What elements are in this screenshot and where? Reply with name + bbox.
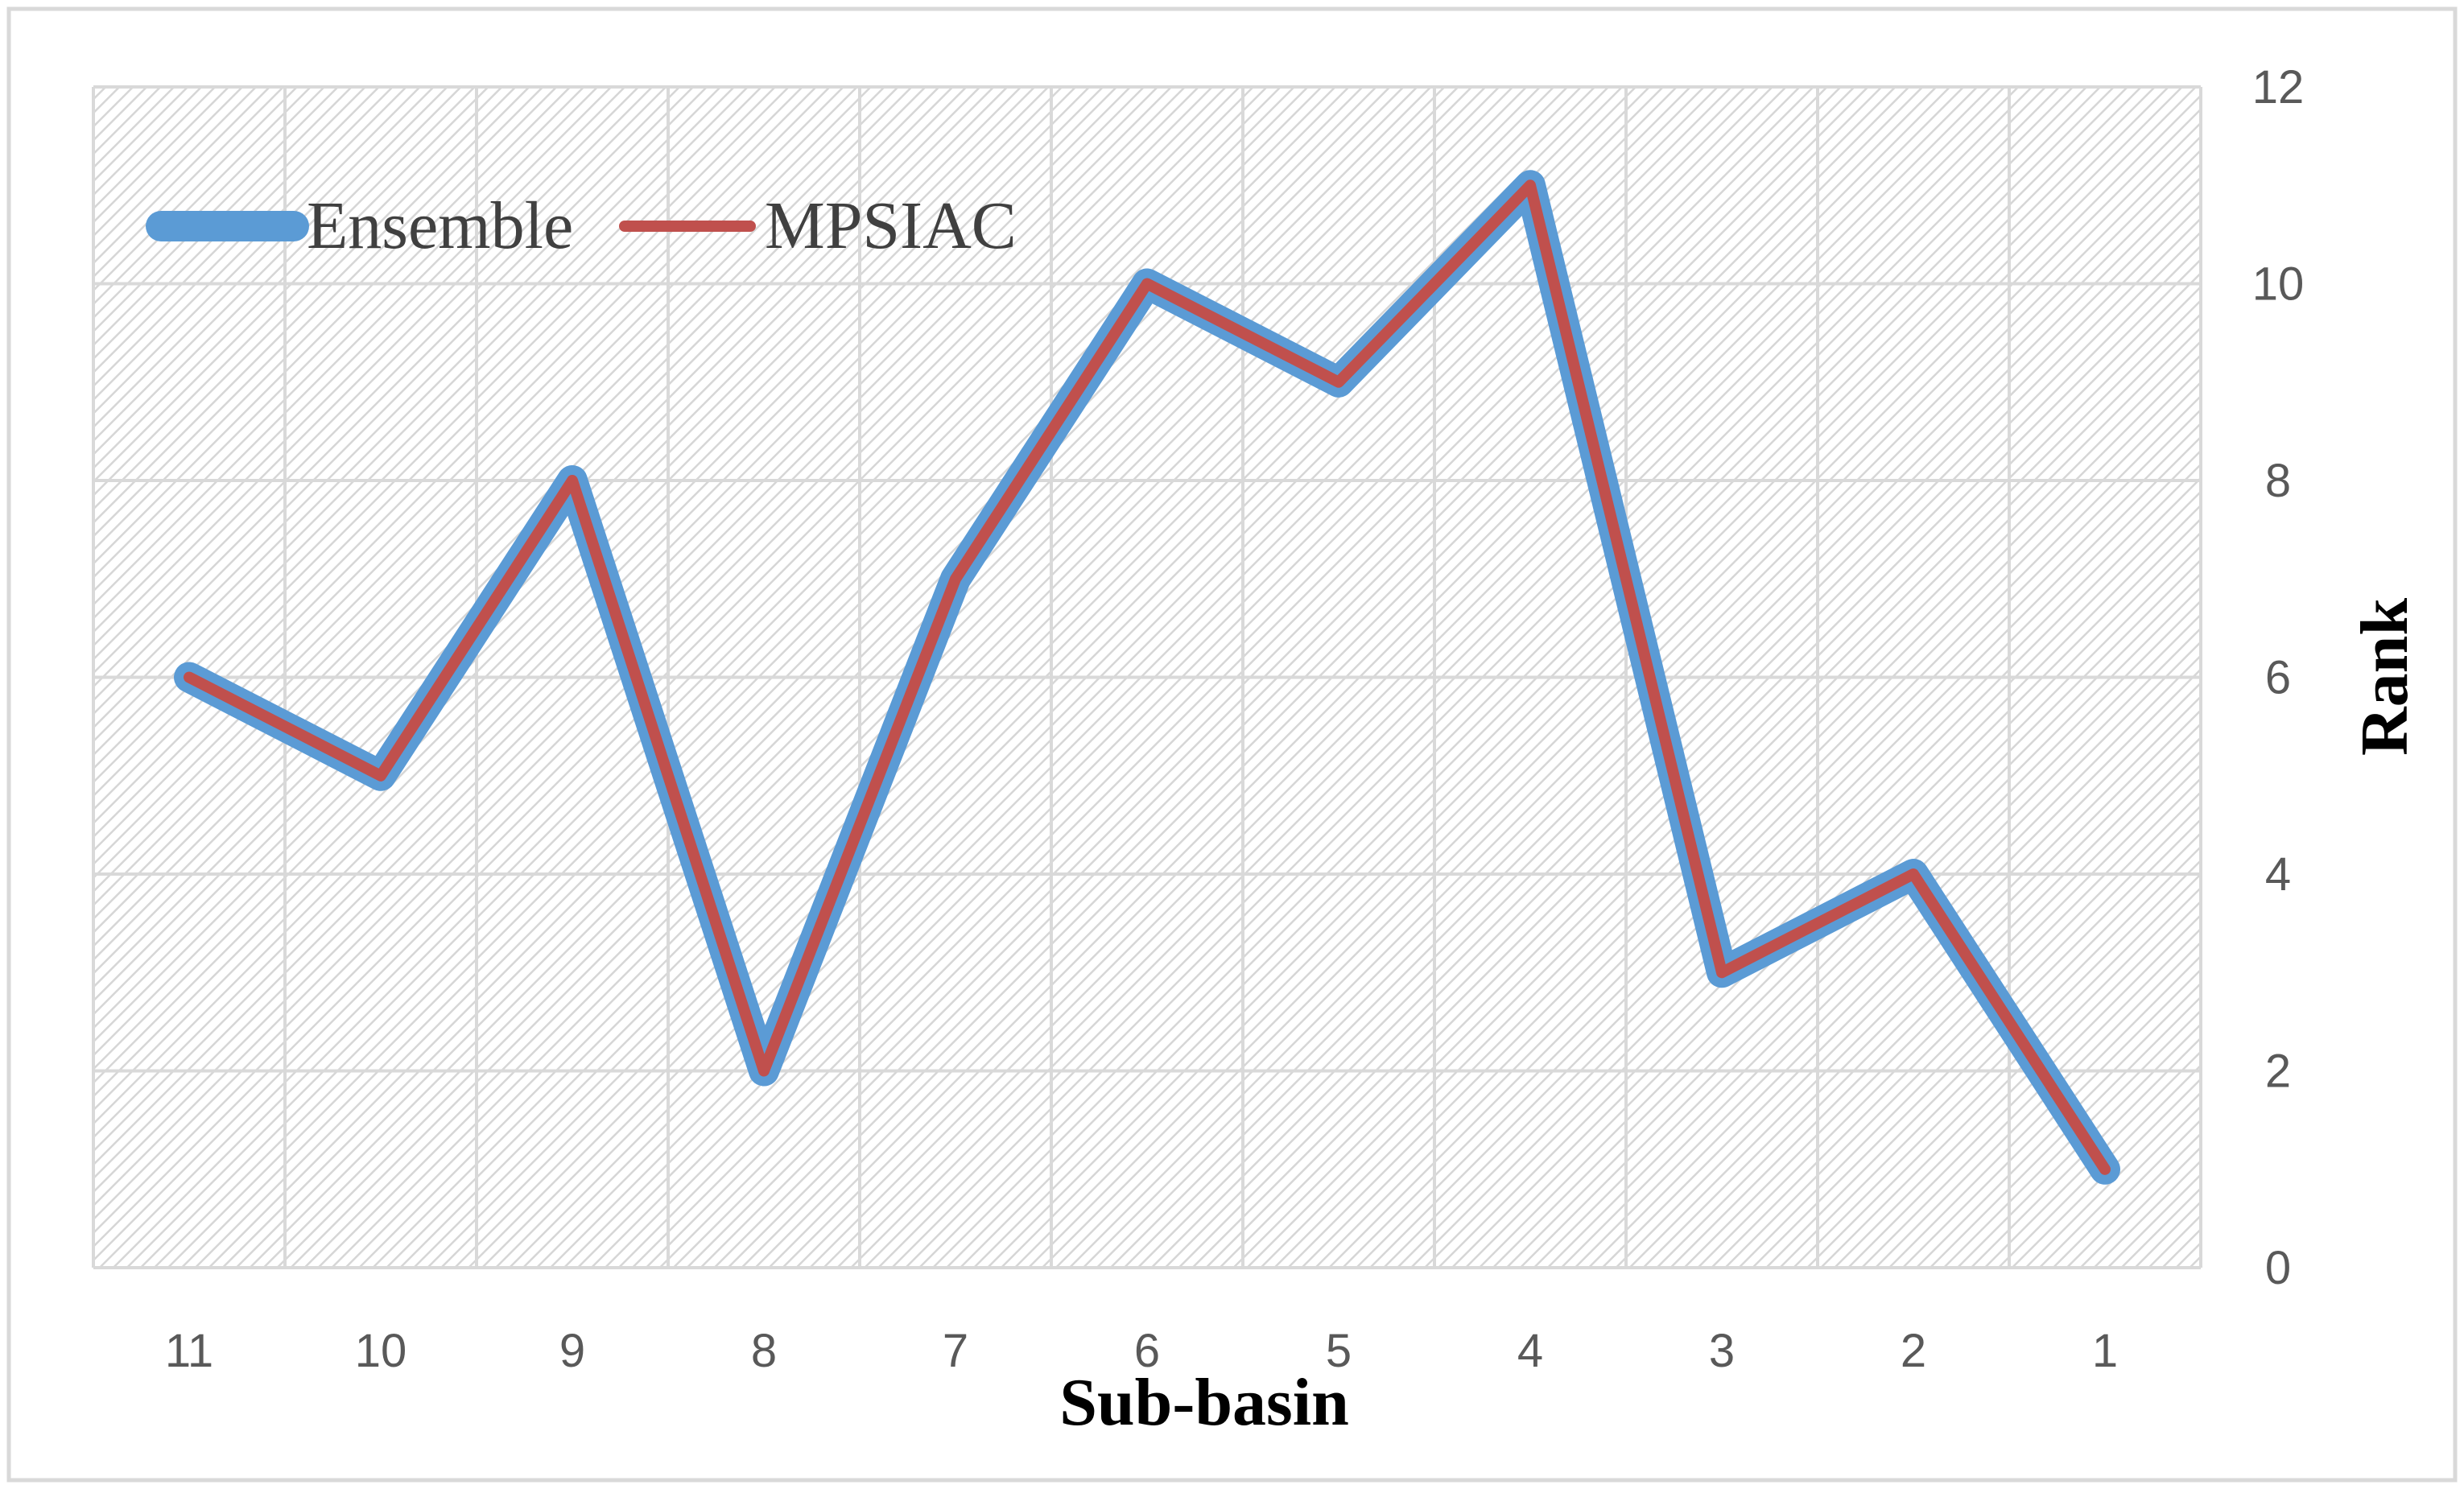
x-tick-label: 4 — [1517, 1325, 1543, 1377]
data-point-mpsiac — [1529, 184, 1532, 187]
x-tick-label: 7 — [943, 1325, 968, 1377]
y-tick-label: 8 — [2265, 455, 2291, 507]
data-point-mpsiac — [379, 774, 382, 777]
x-tick-label: 3 — [1709, 1325, 1735, 1377]
x-tick-label: 6 — [1134, 1325, 1160, 1377]
y-axis-ticks: 0 2 4 6 8 10 12 — [2252, 61, 2305, 1294]
x-tick-label: 8 — [751, 1325, 777, 1377]
data-point-mpsiac — [1912, 872, 1915, 876]
data-point-mpsiac — [188, 676, 191, 679]
y-tick-label: 6 — [2265, 652, 2291, 704]
data-point-mpsiac — [1145, 283, 1149, 286]
y-tick-label: 12 — [2252, 61, 2305, 113]
x-axis-title: Sub-basin — [1059, 1365, 1349, 1440]
x-tick-label: 10 — [355, 1325, 407, 1377]
series-line-mpsiac — [184, 179, 2111, 1175]
x-axis-ticks: 11 10 9 8 7 6 5 4 3 2 1 — [165, 1325, 2118, 1377]
data-point-mpsiac — [762, 1070, 766, 1073]
legend-label-mpsiac: MPSIAC — [765, 188, 1017, 263]
x-tick-label: 1 — [2092, 1325, 2118, 1377]
y-axis-title: Rank — [2347, 598, 2422, 756]
y-tick-label: 10 — [2252, 258, 2305, 311]
x-tick-label: 2 — [1901, 1325, 1926, 1377]
y-tick-label: 0 — [2265, 1242, 2291, 1294]
legend: Ensemble MPSIAC — [146, 188, 1017, 263]
x-tick-label: 5 — [1326, 1325, 1352, 1377]
data-point-mpsiac — [1720, 971, 1723, 974]
data-point-mpsiac — [2103, 1168, 2107, 1171]
y-tick-label: 2 — [2265, 1046, 2291, 1098]
vertical-gridlines — [92, 87, 2202, 1268]
y-tick-label: 4 — [2265, 848, 2291, 901]
data-point-mpsiac — [954, 577, 957, 580]
data-point-mpsiac — [1337, 381, 1340, 384]
x-tick-label: 11 — [165, 1325, 213, 1377]
legend-label-ensemble: Ensemble — [307, 188, 573, 263]
data-point-mpsiac — [571, 479, 574, 482]
series-layer — [174, 170, 2120, 1185]
x-tick-label: 9 — [559, 1325, 585, 1377]
